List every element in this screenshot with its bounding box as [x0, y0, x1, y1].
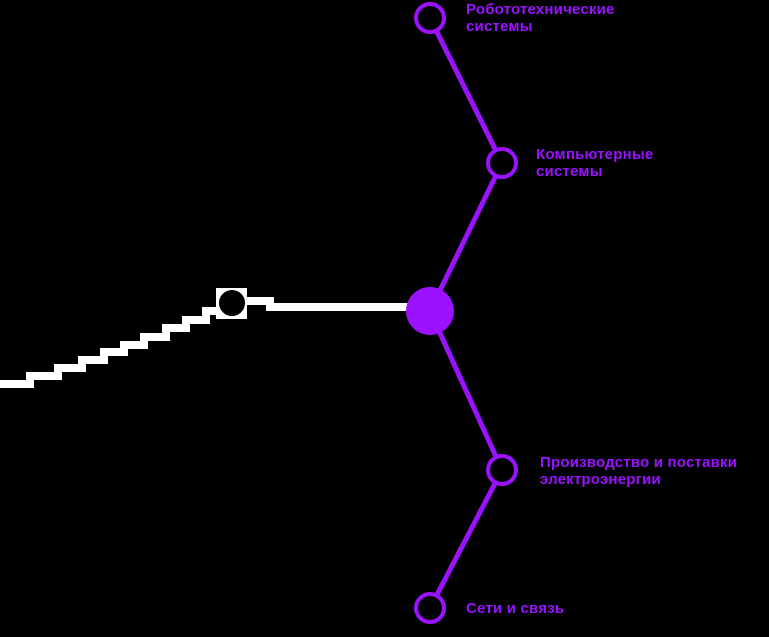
branch-label-networks[interactable]: Сети и связь — [466, 600, 565, 617]
branch-node-computer-systems[interactable] — [486, 147, 518, 179]
branch-node-power-supply[interactable] — [486, 454, 518, 486]
branch-label-computer-systems[interactable]: Компьютерные системы — [536, 146, 654, 180]
branch-line-1 — [427, 16, 505, 165]
branch-node-networks[interactable] — [414, 592, 446, 624]
branch-node-robotics[interactable] — [414, 2, 446, 34]
branch-line-2 — [427, 161, 505, 313]
center-hub-node[interactable] — [406, 287, 454, 335]
branch-line-3 — [427, 309, 505, 472]
branch-line-4 — [427, 468, 505, 610]
incoming-connector-line — [0, 297, 408, 388]
branch-label-robotics[interactable]: Робототехнические системы — [466, 1, 615, 35]
connector-node — [219, 290, 245, 316]
branch-label-power-supply[interactable]: Производство и поставки электроэнергии — [540, 454, 738, 488]
